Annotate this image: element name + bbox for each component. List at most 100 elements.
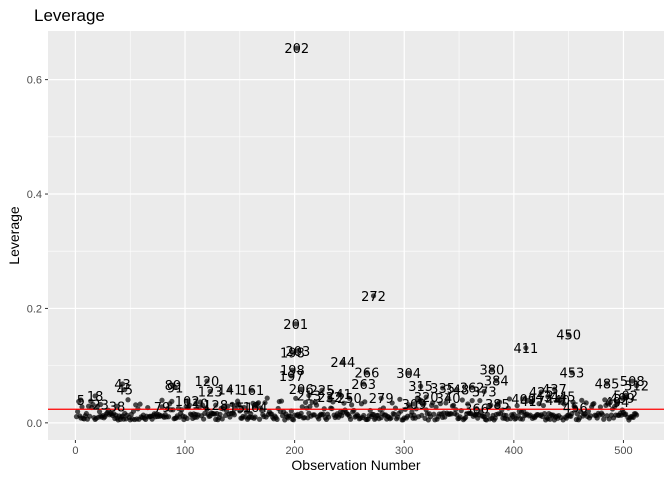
- point-label: 494: [604, 396, 629, 411]
- chart-title: Leverage: [34, 6, 105, 25]
- data-point: [430, 400, 436, 406]
- y-tick-label: 0.0: [27, 418, 42, 430]
- data-point: [601, 416, 607, 422]
- data-point: [74, 408, 81, 415]
- data-point: [523, 345, 529, 351]
- data-point: [252, 404, 258, 410]
- data-point: [294, 45, 300, 51]
- point-label: 348: [444, 384, 469, 399]
- point-label: 411: [513, 342, 538, 357]
- data-point: [256, 416, 263, 422]
- point-label: 91: [167, 381, 184, 396]
- data-point: [488, 402, 494, 408]
- data-point: [566, 332, 572, 338]
- data-point: [165, 414, 172, 420]
- point-label: 18: [87, 390, 104, 405]
- data-point: [249, 387, 255, 393]
- data-point: [87, 413, 93, 419]
- data-point: [469, 384, 475, 390]
- data-point: [481, 388, 487, 394]
- data-point: [201, 416, 207, 422]
- data-point: [514, 403, 520, 409]
- data-point: [137, 401, 143, 407]
- data-point: [569, 369, 575, 376]
- data-point: [540, 402, 547, 409]
- point-label: 151: [228, 401, 253, 416]
- data-point: [204, 378, 210, 384]
- data-point: [340, 359, 346, 365]
- point-label: 304: [396, 367, 421, 382]
- point-label: 266: [355, 367, 380, 382]
- data-point: [243, 409, 249, 415]
- point-label: 384: [484, 375, 509, 390]
- x-tick-label: 200: [285, 445, 303, 457]
- data-point: [421, 400, 427, 407]
- point-label: 320: [414, 391, 439, 406]
- data-point: [469, 398, 475, 404]
- data-point: [347, 416, 354, 422]
- point-label: 279: [369, 392, 394, 407]
- data-point: [298, 410, 304, 416]
- data-point: [125, 397, 131, 403]
- point-label: 409: [511, 393, 536, 408]
- minor-gridlines: [48, 31, 664, 440]
- data-point: [561, 401, 567, 407]
- point-label: 485: [595, 377, 620, 392]
- data-point: [591, 400, 597, 407]
- point-label: 272: [361, 290, 386, 305]
- x-tick-label: 300: [395, 445, 413, 457]
- data-point: [407, 404, 413, 410]
- data-point: [493, 377, 499, 384]
- x-axis-ticks: 0 100 200 300 400 500: [72, 440, 633, 457]
- point-label: 315: [408, 380, 433, 395]
- data-point: [96, 409, 103, 415]
- data-point: [551, 386, 557, 392]
- point-label: 456: [563, 401, 588, 416]
- x-tick-label: 100: [176, 445, 194, 457]
- point-label: 380: [480, 364, 505, 379]
- data-point: [439, 385, 446, 391]
- point-label: 309: [402, 398, 427, 413]
- data-point: [130, 408, 137, 414]
- data-point: [114, 403, 120, 409]
- x-tick-label: 500: [614, 445, 632, 457]
- point-label: 502: [613, 389, 638, 404]
- data-point: [217, 411, 223, 417]
- point-label: 198: [280, 364, 305, 379]
- data-point: [614, 399, 620, 405]
- data-point: [431, 411, 437, 417]
- point-label: 232: [317, 391, 342, 406]
- data-point: [445, 395, 451, 401]
- point-label: 335: [430, 382, 455, 397]
- data-point: [607, 399, 613, 405]
- data-point: [454, 387, 460, 393]
- data-point: [264, 395, 270, 401]
- data-point: [336, 391, 343, 397]
- data-point: [633, 383, 640, 389]
- point-label: 79: [154, 401, 171, 416]
- point-label: 499: [610, 392, 635, 407]
- x-axis-title: Observation Number: [291, 457, 421, 473]
- data-point: [545, 393, 551, 400]
- data-point: [78, 397, 84, 403]
- data-point: [560, 393, 566, 400]
- data-point: [186, 402, 192, 408]
- data-point: [459, 397, 465, 403]
- data-point: [293, 395, 299, 401]
- point-label: 110: [184, 397, 209, 412]
- point-label: 89: [165, 379, 182, 394]
- y-axis-ticks: 0.0 0.2 0.4 0.6: [27, 75, 48, 430]
- data-point: [536, 401, 542, 407]
- data-point: [506, 396, 513, 402]
- y-tick-label: 0.4: [27, 189, 42, 201]
- point-label: 340: [436, 392, 461, 407]
- data-point: [364, 369, 370, 376]
- data-point: [529, 398, 536, 404]
- data-point: [325, 414, 332, 420]
- data-point: [378, 395, 384, 401]
- data-point: [583, 400, 589, 406]
- point-label: 213: [296, 389, 321, 404]
- point-label: 164: [243, 401, 268, 416]
- point-label: 23: [92, 399, 109, 414]
